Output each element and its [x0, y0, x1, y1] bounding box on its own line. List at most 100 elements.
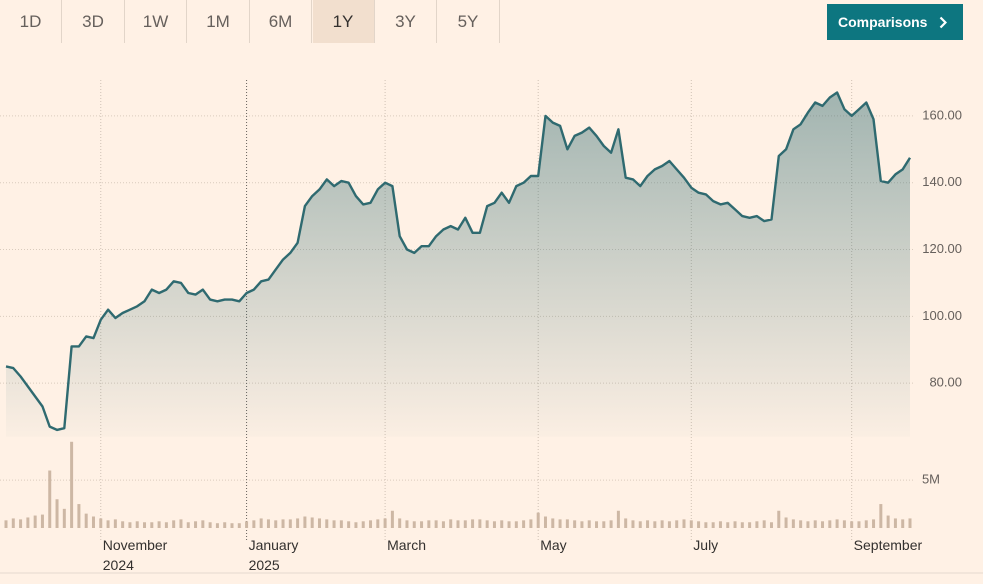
volume-bar: [179, 519, 183, 528]
x-tick-label: November 2024: [102, 537, 168, 573]
volume-bar: [99, 518, 103, 528]
x-tick-label: January 2025: [248, 537, 299, 573]
volume-bar: [281, 519, 285, 528]
volume-bar: [507, 521, 511, 528]
y2-tick-label: 5M: [922, 472, 940, 487]
volume-bar: [266, 519, 270, 528]
volume-bar: [806, 521, 810, 528]
volume-bar: [872, 519, 876, 528]
volume-bar: [522, 520, 526, 528]
volume-bar: [638, 521, 642, 528]
volume-bar: [718, 521, 722, 528]
volume-bar: [390, 510, 394, 528]
y-tick-label: 80.00: [929, 375, 962, 390]
volume-bar: [325, 519, 329, 528]
volume-bar: [842, 520, 846, 528]
range-button[interactable]: 1Y: [312, 0, 375, 43]
volume-bar: [529, 519, 533, 528]
volume-bar: [492, 521, 496, 528]
volume-bar: [485, 520, 489, 528]
volume-bar: [11, 518, 15, 528]
x-tick-label: May: [540, 537, 567, 553]
volume-bar: [514, 521, 518, 528]
volume-bar: [164, 522, 168, 528]
chevron: [940, 16, 948, 28]
y-tick-label: 120.00: [922, 241, 962, 256]
volume-bar: [354, 522, 358, 528]
volume-bar: [565, 519, 569, 528]
volume-bar: [463, 520, 467, 528]
range-button[interactable]: 1W: [125, 0, 187, 43]
volume-bar: [121, 521, 125, 528]
volume-bar: [711, 522, 715, 528]
volume-bar: [471, 519, 475, 528]
volume-bar: [135, 521, 139, 528]
volume-bar: [310, 517, 314, 528]
volume-bar: [274, 520, 278, 528]
volume-bar: [500, 520, 504, 528]
volume-bar: [339, 520, 343, 528]
volume-bar: [172, 520, 176, 528]
volume-bar: [740, 522, 744, 528]
volume-bar: [828, 520, 832, 528]
range-button[interactable]: 3D: [63, 0, 125, 43]
volume-bar: [573, 520, 577, 528]
volume-bar: [383, 518, 387, 528]
volume-bar: [726, 522, 730, 528]
volume-bar: [697, 521, 701, 528]
volume-bar: [908, 518, 912, 528]
volume-bar: [609, 520, 613, 528]
volume-bar: [631, 520, 635, 528]
volume-bar: [682, 519, 686, 528]
volume-bar: [186, 522, 190, 528]
volume-bar: [347, 521, 351, 528]
y-tick-label: 140.00: [922, 174, 962, 189]
volume-bar: [733, 521, 737, 528]
volume-bar: [602, 521, 606, 528]
volume-bar: [19, 519, 23, 528]
volume-bar: [150, 522, 154, 528]
volume-bar: [551, 518, 555, 528]
volume-bar: [441, 521, 445, 528]
volume-bar: [580, 521, 584, 528]
volume-bar: [478, 519, 482, 528]
volume-bar: [194, 521, 198, 528]
x-tick-label: March: [387, 537, 426, 553]
x-tick-label: July: [693, 537, 719, 553]
volume-bar: [689, 520, 693, 528]
volume-bar: [62, 508, 66, 528]
range-button[interactable]: 6M: [250, 0, 312, 43]
comparisons-button[interactable]: Comparisons: [827, 4, 963, 40]
volume-bar: [215, 523, 219, 528]
volume-bar: [755, 521, 759, 528]
volume-bar: [296, 518, 300, 528]
volume-bar: [653, 521, 657, 528]
volume-bar: [536, 512, 540, 528]
volume-bar: [201, 520, 205, 528]
volume-bar: [208, 522, 212, 528]
volume-bar: [303, 516, 307, 528]
volume-bar: [259, 518, 263, 528]
volume-bar: [223, 522, 227, 528]
volume-bar: [237, 523, 241, 528]
range-button[interactable]: 1D: [0, 0, 62, 43]
volume-bar: [543, 516, 547, 528]
volume-bar: [40, 514, 44, 528]
volume-bar: [106, 520, 110, 528]
volume-bar: [70, 441, 74, 528]
range-button[interactable]: 5Y: [438, 0, 500, 43]
volume-bar: [405, 520, 409, 528]
volume-bar: [835, 519, 839, 528]
price-line: [5, 91, 912, 432]
price-area: [6, 92, 910, 437]
volume-bar: [857, 521, 861, 528]
volume-bar: [128, 522, 132, 528]
y-tick-label: 100.00: [922, 308, 962, 323]
range-button[interactable]: 3Y: [375, 0, 437, 43]
range-button[interactable]: 1M: [188, 0, 250, 43]
button-label: Comparisons: [838, 14, 928, 30]
volume-bar: [361, 521, 365, 528]
volume-bar: [879, 504, 883, 528]
volume-bar: [777, 510, 781, 528]
